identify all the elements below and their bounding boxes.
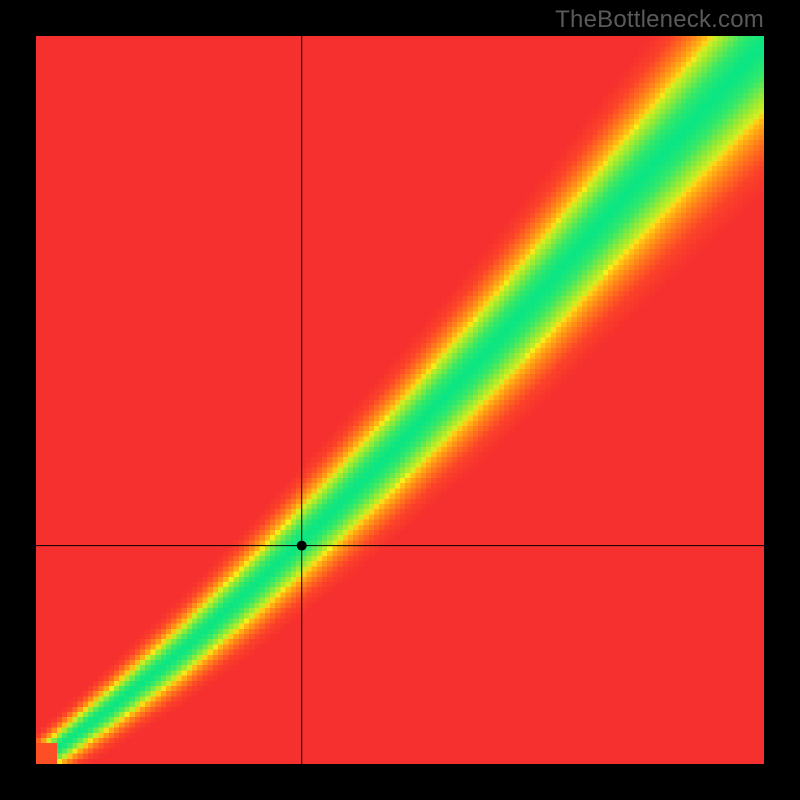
plot-frame	[36, 36, 764, 764]
chart-container: TheBottleneck.com	[0, 0, 800, 800]
watermark-label: TheBottleneck.com	[555, 6, 764, 34]
marker-dot	[297, 541, 307, 551]
overlay-layer	[36, 36, 764, 764]
